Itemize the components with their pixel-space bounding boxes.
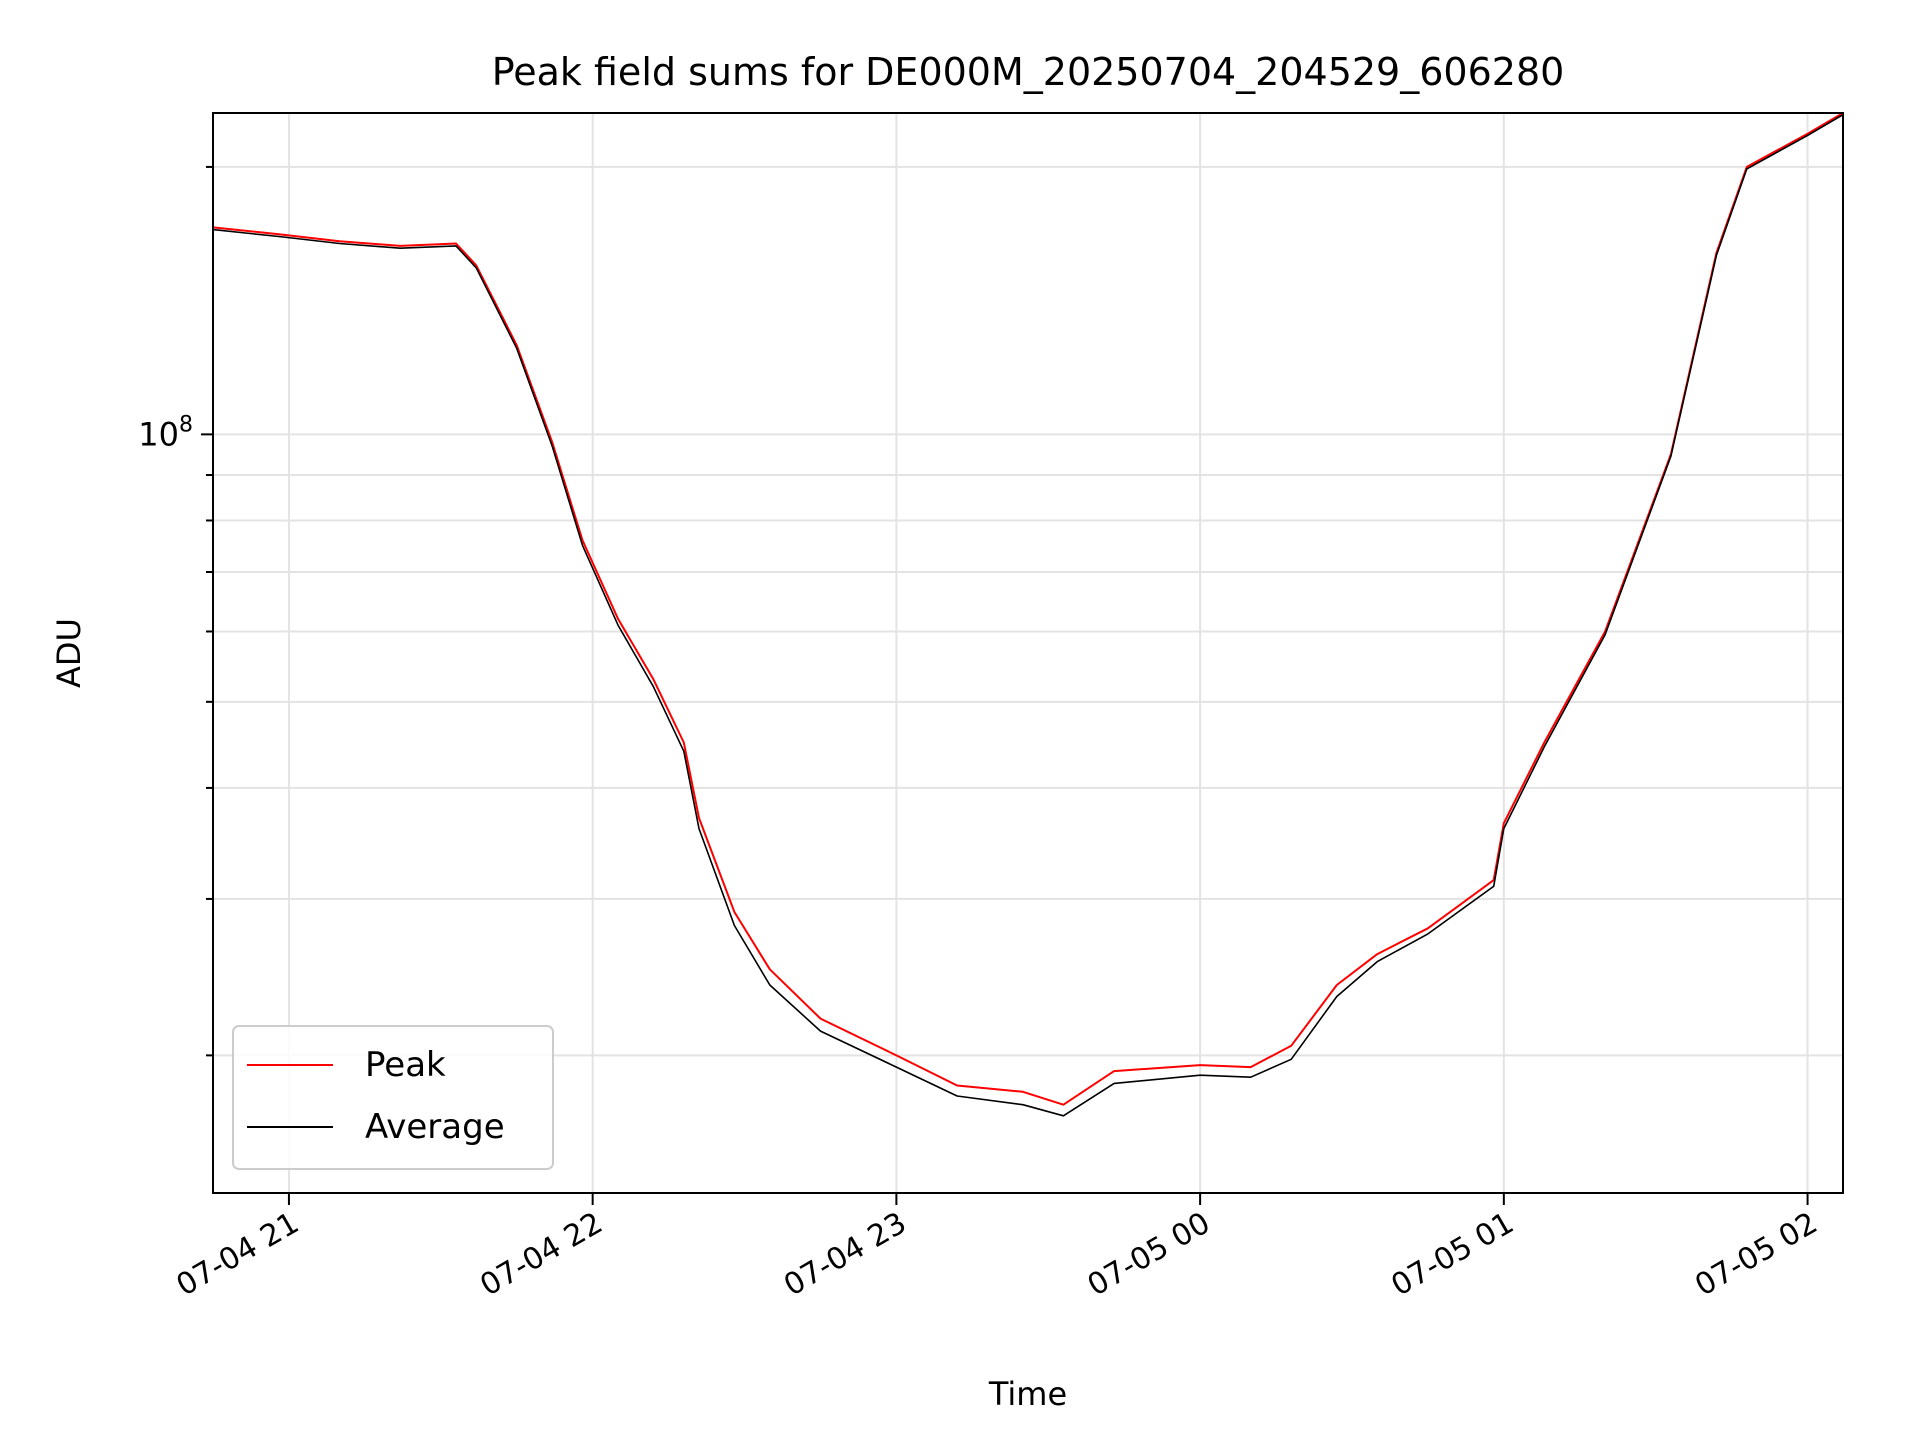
legend: Peak Average bbox=[232, 1025, 554, 1170]
legend-label-peak: Peak bbox=[365, 1045, 446, 1085]
series-line-peak bbox=[213, 113, 1843, 1106]
grid bbox=[213, 113, 1843, 1193]
plot-area bbox=[213, 113, 1843, 1117]
y-tick-label: 108 bbox=[138, 412, 193, 453]
legend-label-average: Average bbox=[365, 1107, 505, 1147]
x-axis-label: Time bbox=[988, 1375, 1067, 1413]
chart-title: Peak field sums for DE000M_20250704_2045… bbox=[492, 50, 1565, 94]
plot-frame bbox=[212, 112, 1844, 1194]
y-axis-label: ADU bbox=[50, 618, 88, 688]
legend-box bbox=[232, 1025, 554, 1170]
series-line-average bbox=[213, 114, 1843, 1117]
y-tick-exponent: 8 bbox=[179, 412, 193, 437]
y-axis: 108 bbox=[138, 165, 213, 1057]
y-tick-base: 10 bbox=[138, 415, 179, 453]
